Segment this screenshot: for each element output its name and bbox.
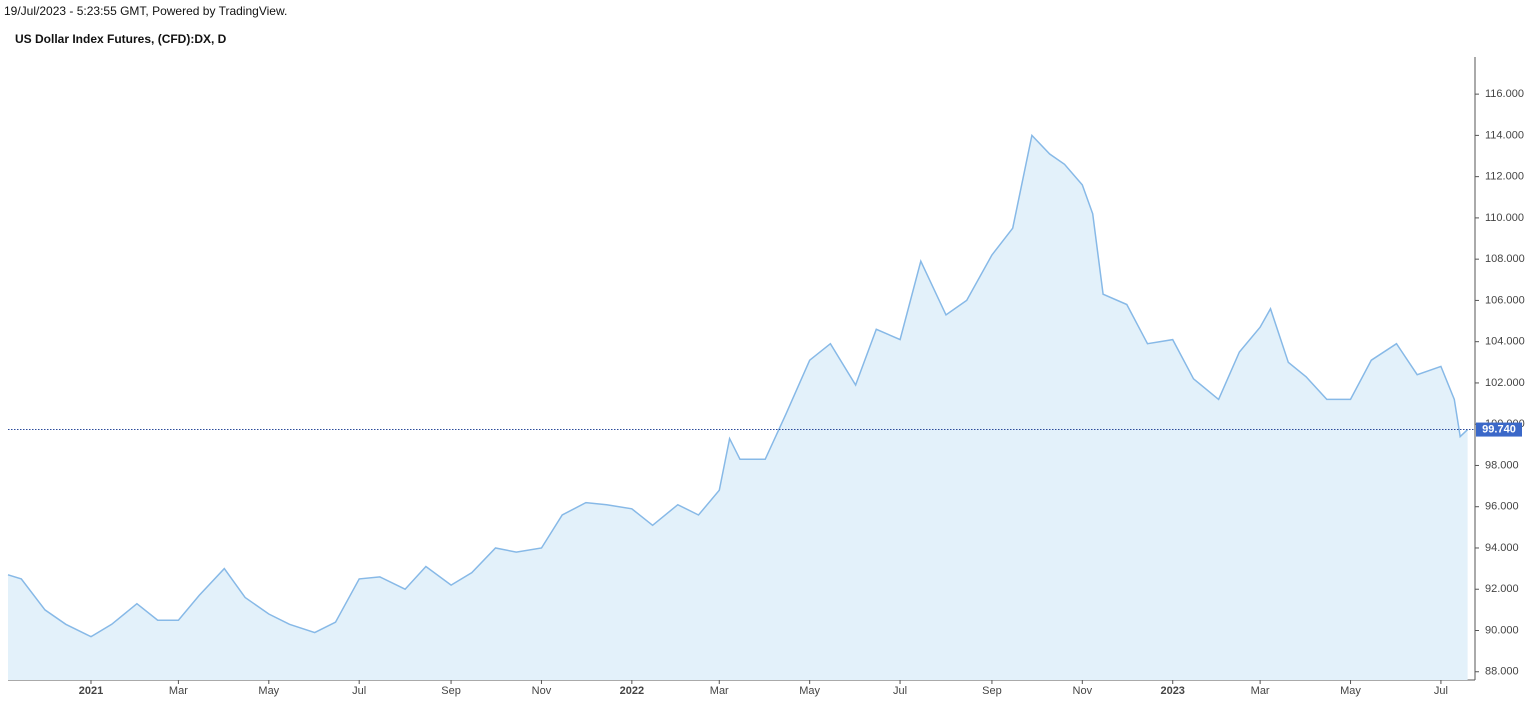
x-tick-label: May	[799, 685, 820, 697]
y-tick-label: 94.000	[1485, 542, 1519, 554]
x-tick-label: Nov	[532, 685, 552, 697]
area	[8, 135, 1468, 680]
y-tick-label: 90.000	[1485, 624, 1519, 636]
x-tick-label: Sep	[441, 685, 461, 697]
x-tick-label: May	[258, 685, 279, 697]
x-tick-label: Nov	[1073, 685, 1093, 697]
x-tick-label: Mar	[710, 685, 729, 697]
price-badge	[1476, 422, 1522, 437]
y-tick-label: 92.000	[1485, 583, 1519, 595]
y-tick-label: 112.000	[1485, 171, 1524, 183]
y-tick-label: 102.000	[1485, 377, 1525, 389]
x-tick-label: 2022	[620, 685, 644, 697]
x-tick-label: Sep	[982, 685, 1002, 697]
x-tick-label: 2023	[1160, 685, 1184, 697]
y-tick-label: 96.000	[1485, 501, 1519, 513]
y-tick-label: 104.000	[1485, 336, 1525, 348]
y-tick-label: 116.000	[1485, 88, 1524, 100]
x-tick-label: 2021	[79, 685, 103, 697]
x-tick-label: Jul	[1434, 685, 1448, 697]
x-tick-label: Jul	[352, 685, 366, 697]
chart-title: US Dollar Index Futures, (CFD):DX, D	[15, 32, 227, 46]
price-label: 99.740	[1482, 423, 1516, 435]
y-tick-label: 114.000	[1485, 129, 1524, 141]
line	[7, 133, 1469, 638]
y-tick-label: 106.000	[1485, 294, 1525, 306]
x-tick-label: Mar	[1251, 685, 1270, 697]
y-tick-label: 98.000	[1485, 459, 1519, 471]
y-tick-label: 110.000	[1485, 212, 1524, 224]
x-tick-label: May	[1340, 685, 1361, 697]
x-tick-label: Mar	[169, 685, 188, 697]
y-tick-label: 88.000	[1485, 666, 1519, 678]
x-tick-label: Jul	[893, 685, 907, 697]
header: 19/Jul/2023 - 5:23:55 GMT, Powered by Tr…	[4, 4, 287, 18]
y-tick-label: 108.000	[1485, 253, 1525, 265]
